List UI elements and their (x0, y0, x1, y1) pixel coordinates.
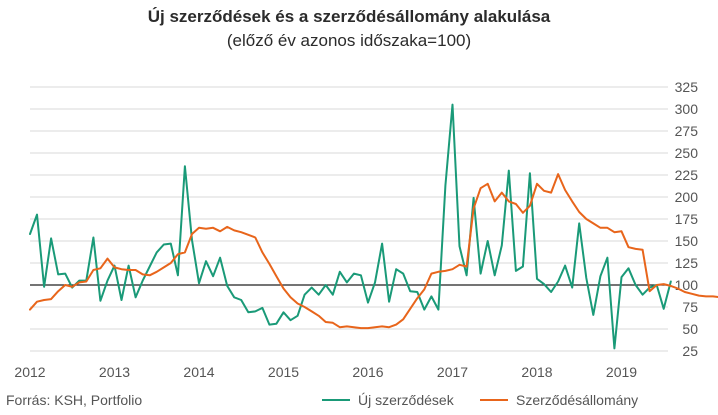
legend-item-new-contracts: Új szerződések (322, 392, 454, 408)
y-tick-label: 250 (675, 145, 699, 161)
x-tick-label: 2018 (521, 364, 552, 380)
x-tick-label: 2012 (14, 364, 45, 380)
legend-swatch-new-contracts (322, 399, 350, 401)
x-tick-label: 2016 (352, 364, 383, 380)
series-line-contract-stock (29, 173, 718, 330)
y-tick-label: 150 (675, 233, 699, 249)
x-tick-label: 2013 (99, 364, 130, 380)
y-tick-label: 75 (682, 299, 698, 315)
series-line-new-contracts (29, 103, 672, 350)
x-tick-label: 2014 (183, 364, 214, 380)
x-tick-label: 2017 (437, 364, 468, 380)
series-lines (29, 103, 718, 350)
y-tick-label: 275 (675, 123, 699, 139)
chart-title: Új szerződések és a szerződésállomány al… (147, 7, 551, 26)
y-tick-label: 125 (675, 255, 699, 271)
y-axis-ticks: 25 50 75 100 125 150 175 200 225 250 275 300 325 (675, 79, 699, 359)
legend-swatch-contract-stock (480, 399, 508, 401)
x-tick-label: 2019 (606, 364, 637, 380)
y-tick-label: 50 (682, 321, 698, 337)
legend-item-contract-stock: Szerződésállomány (480, 392, 638, 408)
source-note: Forrás: KSH, Portfolio (6, 392, 143, 408)
y-tick-label: 225 (675, 167, 699, 183)
x-tick-label: 2015 (268, 364, 299, 380)
y-tick-label: 200 (675, 189, 699, 205)
y-tick-label: 25 (682, 343, 698, 359)
y-tick-label: 325 (675, 79, 699, 95)
y-tick-label: 300 (675, 101, 699, 117)
legend-label-contract-stock: Szerződésállomány (516, 392, 639, 408)
gridlines (30, 86, 668, 352)
legend-label-new-contracts: Új szerződések (358, 392, 454, 408)
x-axis-ticks: 2012 2013 2014 2015 2016 2017 2018 2019 (14, 364, 637, 380)
y-tick-label: 100 (675, 277, 699, 293)
chart-subtitle: (előző év azonos időszaka=100) (226, 31, 472, 50)
y-tick-label: 175 (675, 211, 699, 227)
